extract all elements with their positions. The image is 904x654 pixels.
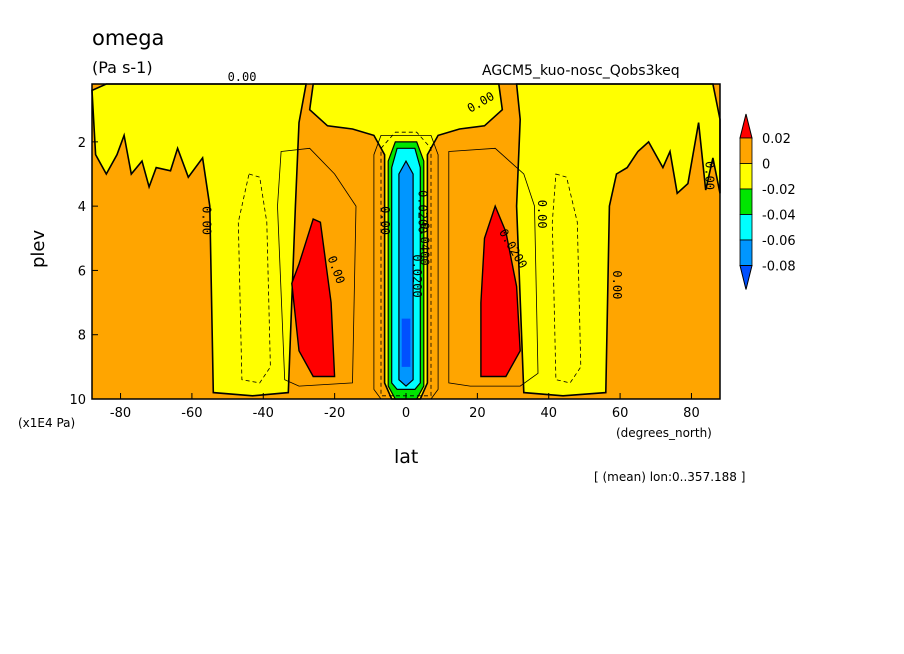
colorbar-label: -0.04 <box>762 209 796 224</box>
colorbar-swatch <box>739 239 753 266</box>
y-tick-label: 2 <box>78 136 86 151</box>
contour-lines <box>237 131 582 400</box>
model-name: AGCM5_kuo-nosc_Qobs3keq <box>482 63 680 79</box>
colorbar-bottom-arrow <box>739 265 753 290</box>
yellow-region-south <box>91 83 308 397</box>
chart-title: omega <box>92 26 165 50</box>
colorbar-label: -0.08 <box>762 260 796 275</box>
x-tick-label: 20 <box>469 406 486 421</box>
thin-contour-north <box>448 147 539 387</box>
y-axis-units: (x1E4 Pa) <box>18 416 76 430</box>
thin-contour-center <box>373 134 439 400</box>
colorbar-top-arrow <box>739 113 753 139</box>
x-axis-units: (degrees_north) <box>616 426 712 440</box>
x-axis-label: lat <box>394 446 419 468</box>
contour-label: 0.0200 <box>415 190 429 233</box>
y-tick-label: 4 <box>78 200 86 215</box>
yellow-region-north <box>515 83 721 397</box>
x-tick-label: 40 <box>540 406 557 421</box>
contour-label: 0.00 <box>228 70 257 84</box>
y-tick-label: 8 <box>78 329 86 344</box>
thin-contour-south <box>277 147 357 387</box>
plot-area: 0.000.000.00 0.00 0.000.000.000.00 0.02000.… <box>91 70 721 400</box>
colorbar-label: 0.02 <box>762 132 791 147</box>
colorbar-swatch <box>739 188 753 215</box>
dashed-contour-north <box>551 173 582 384</box>
colorbar: 0.02 0 -0.02 -0.04 -0.06 -0.08 <box>739 113 796 290</box>
x-tick-label: -80 <box>110 406 131 421</box>
colorbar-swatch <box>739 163 753 190</box>
chart-units: (Pa s-1) <box>92 58 153 77</box>
contour-label: 0.00 <box>610 270 624 299</box>
x-tick-label: 80 <box>683 406 700 421</box>
y-tick-label: 10 <box>69 393 86 408</box>
x-tick-label: -60 <box>181 406 202 421</box>
x-tick-label: 0 <box>402 406 410 421</box>
contour-label: 0.0400 <box>417 222 431 265</box>
dashed-contour-center <box>380 131 432 397</box>
colorbar-label: -0.02 <box>762 183 796 198</box>
y-axis: 2 4 6 8 10 <box>69 136 98 408</box>
colorbar-swatch <box>739 137 753 164</box>
x-tick-label: 60 <box>612 406 629 421</box>
red-region-south <box>291 218 336 378</box>
y-tick-label: 6 <box>78 264 86 279</box>
x-tick-label: -40 <box>253 406 274 421</box>
footer-note: [ (mean) lon:0..357.188 ] <box>594 470 746 484</box>
x-axis: -80 -60 -40 -20 0 20 40 60 80 <box>110 393 700 421</box>
x-tick-label: -20 <box>324 406 345 421</box>
contour-label: 0.00 <box>378 206 392 235</box>
filled-contours <box>91 83 721 400</box>
red-region-north <box>480 204 521 378</box>
colorbar-label: 0 <box>762 158 770 173</box>
deep-blue-patch <box>401 318 411 367</box>
contour-label: 0.00 <box>703 161 717 190</box>
contour-label: 0.00 <box>535 200 549 229</box>
colorbar-label: -0.06 <box>762 234 796 249</box>
contour-label: 0.00 <box>200 206 214 235</box>
dashed-contour-south <box>237 173 271 384</box>
contour-label: 0.0200 <box>410 254 424 297</box>
colorbar-swatch <box>739 214 753 241</box>
